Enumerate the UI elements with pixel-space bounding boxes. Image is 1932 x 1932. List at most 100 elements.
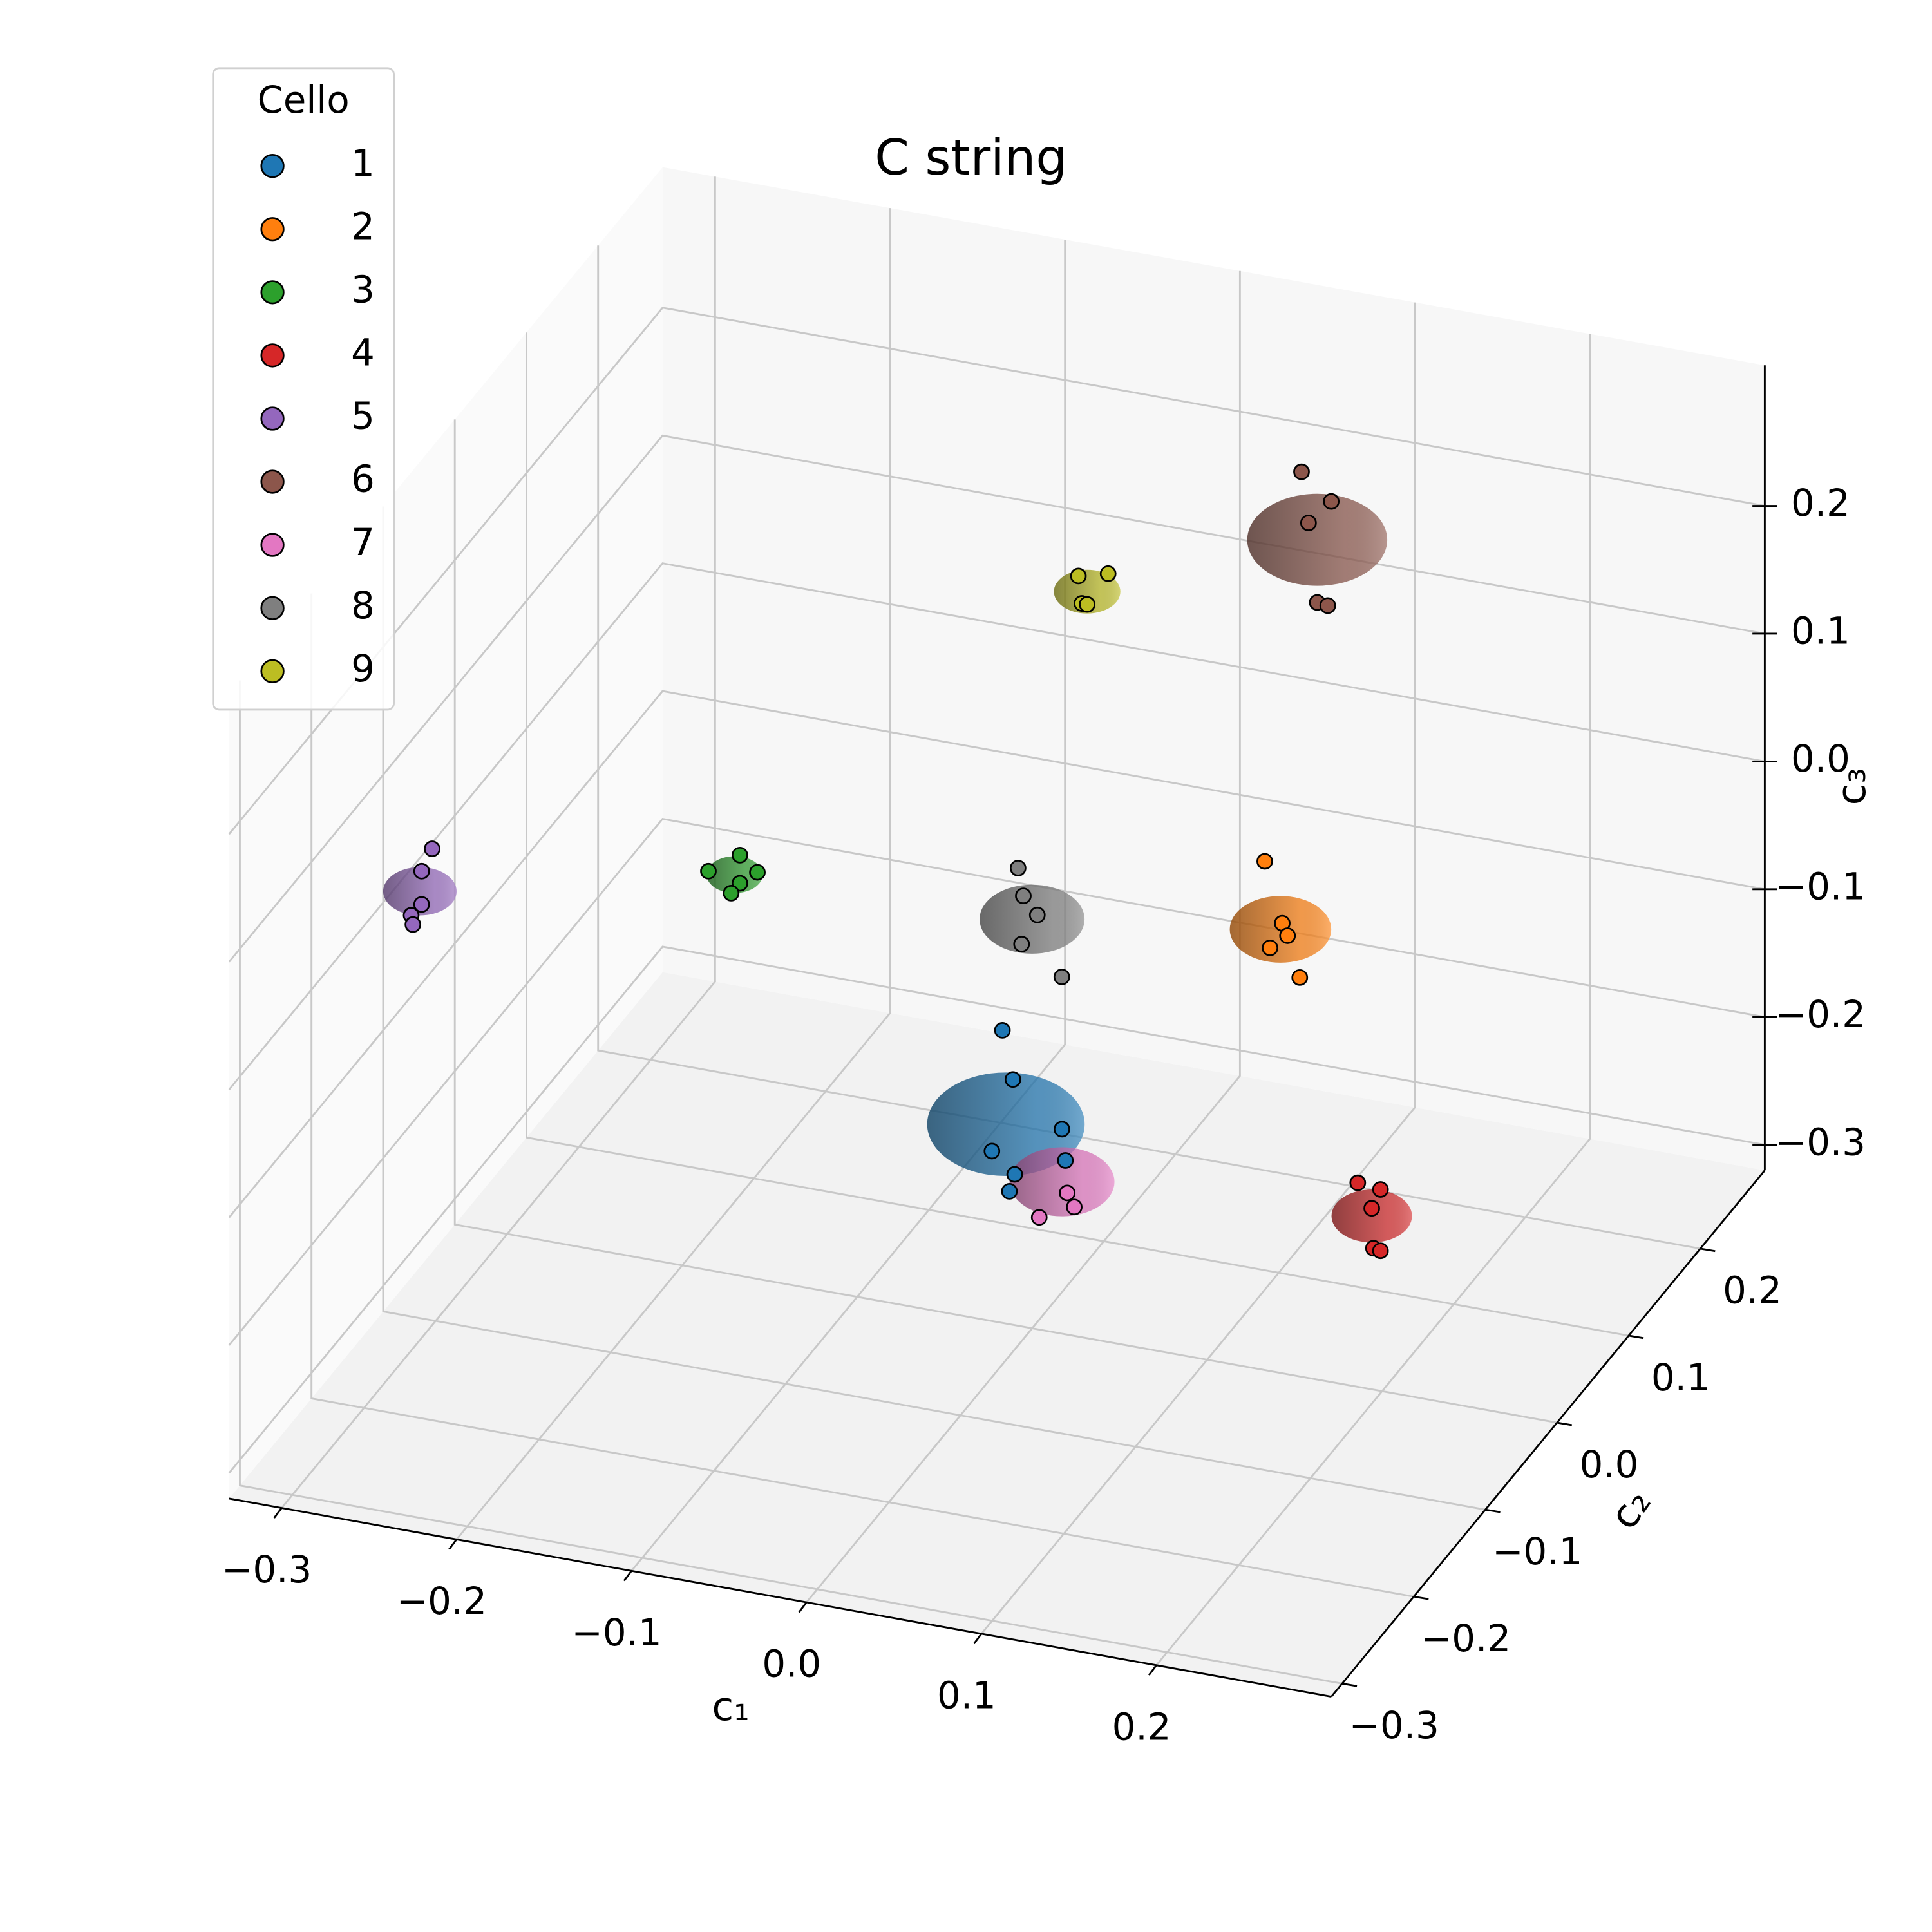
x-tick-label: −0.1: [572, 1611, 662, 1654]
x-tick: [623, 1570, 632, 1582]
sphere-shade: [706, 856, 763, 893]
point: [404, 916, 422, 933]
back-pane: [662, 167, 1765, 1171]
point: [1079, 596, 1095, 613]
point: [1070, 567, 1087, 585]
legend-marker: [260, 533, 285, 557]
point: [1319, 597, 1336, 614]
legend-label: 8: [351, 583, 375, 627]
point: [424, 840, 440, 857]
x-tick-label: −0.2: [397, 1579, 487, 1623]
legend-label: 5: [351, 394, 375, 438]
point: [700, 862, 717, 880]
legend-marker: [260, 154, 285, 178]
legend-marker: [260, 659, 285, 683]
point: [1372, 1242, 1389, 1260]
x-tick: [973, 1633, 983, 1645]
legend-marker: [260, 596, 285, 620]
side-pane: [229, 167, 663, 1499]
sphere-shade: [1009, 1147, 1115, 1217]
point: [1293, 463, 1310, 480]
point: [1054, 1121, 1070, 1138]
legend-marker: [260, 343, 285, 368]
x-tick-label: −0.3: [222, 1548, 312, 1591]
y-tick-label: −0.2: [1421, 1616, 1511, 1660]
point: [413, 862, 430, 880]
y-tick: [1485, 1508, 1501, 1513]
point: [1300, 515, 1317, 531]
point: [1009, 860, 1027, 876]
legend-label: 6: [351, 457, 375, 501]
x-tick: [448, 1539, 458, 1550]
point: [1363, 1200, 1380, 1217]
y-tick: [1414, 1595, 1429, 1600]
point: [1262, 939, 1278, 956]
point: [983, 1142, 1001, 1160]
point: [1256, 853, 1273, 870]
point: [994, 1022, 1011, 1039]
grid-line: [228, 690, 1765, 1218]
y-tick-label: 0.2: [1723, 1269, 1782, 1312]
point: [1030, 1209, 1048, 1226]
grid-line: [228, 817, 1765, 1346]
point: [1057, 1152, 1074, 1169]
y-axis-label: c₂: [1600, 1480, 1660, 1537]
y-tick-label: 0.0: [1580, 1443, 1639, 1486]
x-axis-label: c₁: [712, 1683, 749, 1730]
point: [413, 896, 430, 913]
legend-marker: [260, 280, 285, 305]
y-tick: [1341, 1682, 1358, 1687]
point: [1066, 1198, 1083, 1216]
chart-title: C string: [875, 129, 1067, 187]
legend-label: 1: [351, 141, 375, 185]
sphere-shade: [383, 867, 457, 916]
point: [1004, 1071, 1021, 1088]
z-tick-label: −0.2: [1776, 992, 1866, 1036]
point: [1059, 1184, 1076, 1202]
legend-marker: [260, 217, 285, 242]
point: [1291, 969, 1309, 986]
z-tick-label: −0.1: [1776, 864, 1866, 908]
point: [1013, 936, 1030, 952]
grid-line: [228, 562, 1765, 1090]
point: [1323, 493, 1340, 510]
point: [749, 864, 766, 881]
point: [1372, 1181, 1389, 1198]
point: [1099, 565, 1117, 582]
legend-label: 3: [351, 267, 375, 311]
x-tick-label: 0.2: [1112, 1705, 1171, 1748]
legend-label: 2: [351, 204, 375, 248]
y-tick: [1628, 1334, 1644, 1340]
legend-marker: [260, 469, 285, 494]
grid-line: [228, 945, 1765, 1474]
axis-line: [1331, 1170, 1766, 1698]
x-tick: [1148, 1664, 1157, 1676]
point: [1028, 906, 1046, 923]
y-tick-label: −0.1: [1492, 1530, 1582, 1573]
grid-line: [228, 434, 1765, 963]
point: [732, 846, 748, 864]
x-tick-label: 0.1: [937, 1674, 996, 1718]
point: [1349, 1174, 1367, 1191]
x-tick: [798, 1602, 808, 1613]
point: [1279, 927, 1296, 944]
y-tick-label: −0.3: [1349, 1703, 1439, 1747]
point: [1015, 887, 1032, 904]
z-tick-label: −0.3: [1776, 1120, 1866, 1164]
point: [1053, 969, 1070, 985]
legend-label: 4: [351, 331, 375, 375]
y-tick: [1557, 1421, 1573, 1426]
axis-line: [229, 1497, 1332, 1698]
z-tick-label: 0.2: [1791, 481, 1850, 525]
z-tick-label: 0.1: [1791, 609, 1850, 653]
legend-box: [212, 67, 395, 711]
z-axis-label: c₃: [1828, 768, 1875, 805]
legend-title: Cello: [258, 78, 350, 122]
point: [1006, 1166, 1023, 1183]
x-tick: [273, 1507, 283, 1519]
legend-label: 9: [351, 647, 375, 690]
legend-label: 7: [351, 520, 375, 564]
z-tick-label: 0.0: [1791, 737, 1850, 781]
